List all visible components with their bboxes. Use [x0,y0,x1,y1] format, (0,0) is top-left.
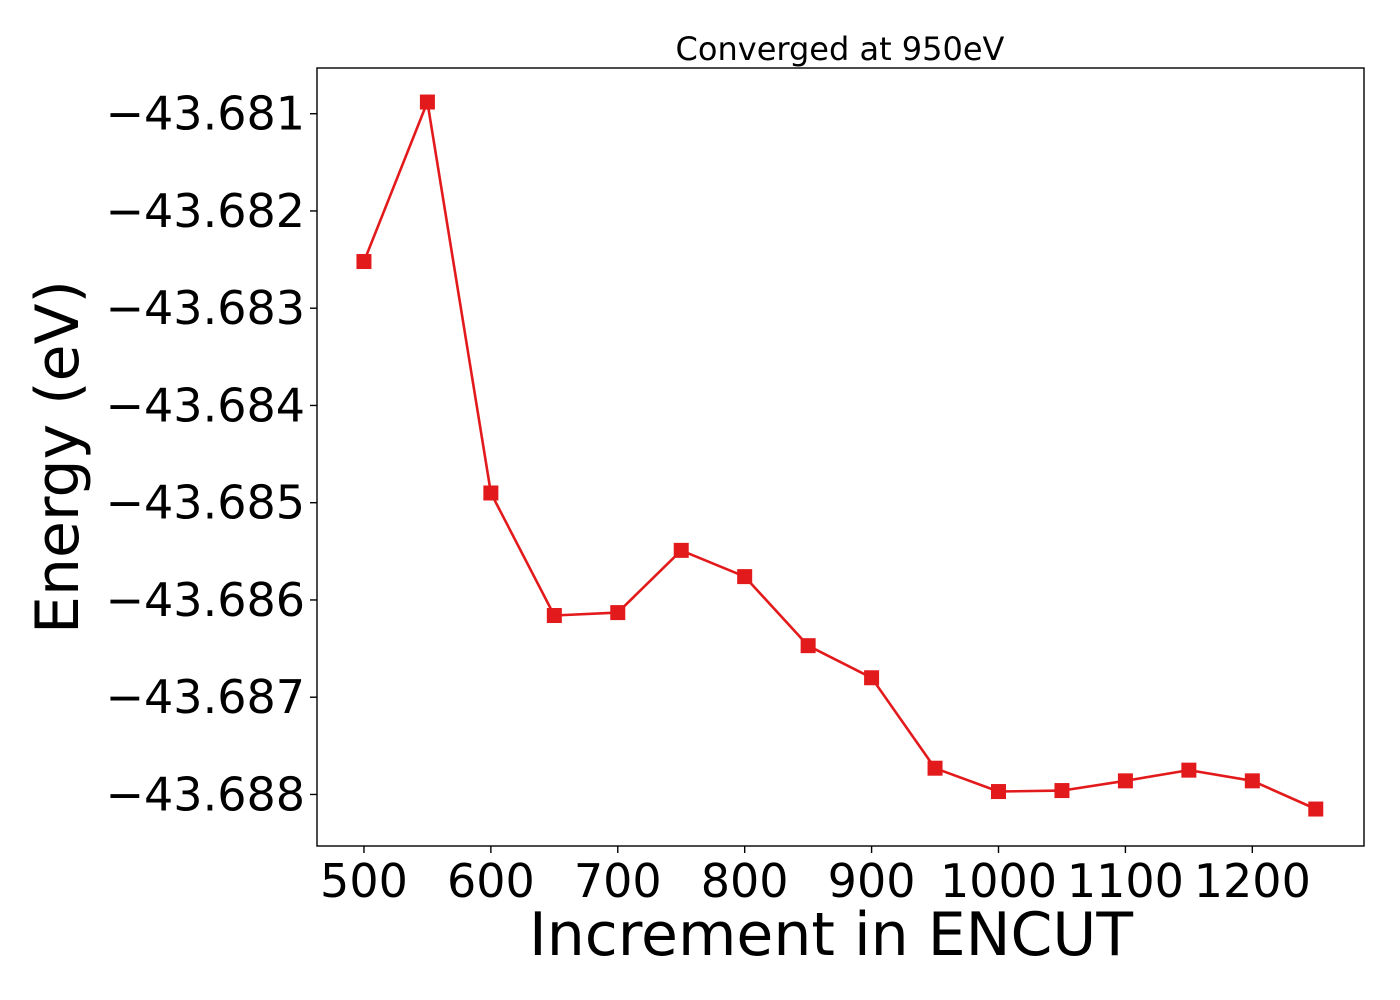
x-tick-label: 500 [320,854,408,908]
y-tick-label: −43.683 [106,281,306,335]
data-point-marker [1117,773,1133,789]
series-layer [356,94,1324,817]
data-point-marker [419,94,435,110]
data-point-marker [800,638,816,654]
y-axis-ticks: −43.681 −43.682 −43.683 −43.684 −43.685 −43.6… [106,87,317,821]
data-point-marker [610,605,626,621]
x-tick-label: 1200 [1194,854,1311,908]
data-point-marker [864,670,880,686]
y-tick-label: −43.688 [106,767,306,821]
x-tick-label: 1000 [940,854,1057,908]
data-point-marker [737,569,753,585]
data-point-marker [1181,762,1197,778]
x-tick-label: 700 [574,854,662,908]
series-line [362,100,1317,811]
data-point-marker [356,254,372,270]
data-point-marker [546,608,562,624]
y-tick-label: −43.682 [106,184,306,238]
x-axis-ticks: 500 600 700 800 900 1000 1100 1200 [320,846,1311,908]
data-point-marker [1244,773,1260,789]
data-point-marker [1054,783,1070,799]
data-point-marker [991,784,1007,800]
x-axis-label: Increment in ENCUT [529,900,1133,970]
y-tick-label: −43.685 [106,476,306,530]
x-tick-label: 800 [701,854,789,908]
chart-title: Converged at 950eV [676,30,1005,68]
x-tick-label: 1100 [1067,854,1184,908]
y-tick-label: −43.681 [106,87,306,141]
data-point-marker [927,760,943,776]
data-point-marker [1308,801,1324,817]
x-tick-label: 600 [447,854,535,908]
y-tick-label: −43.687 [106,670,306,724]
y-axis-label: Energy (eV) [23,280,93,634]
data-point-marker [673,542,689,558]
plot-area-frame [316,67,1365,847]
y-tick-label: −43.684 [106,378,306,432]
data-point-marker [483,485,499,501]
x-tick-label: 900 [828,854,916,908]
y-tick-label: −43.686 [106,573,306,627]
